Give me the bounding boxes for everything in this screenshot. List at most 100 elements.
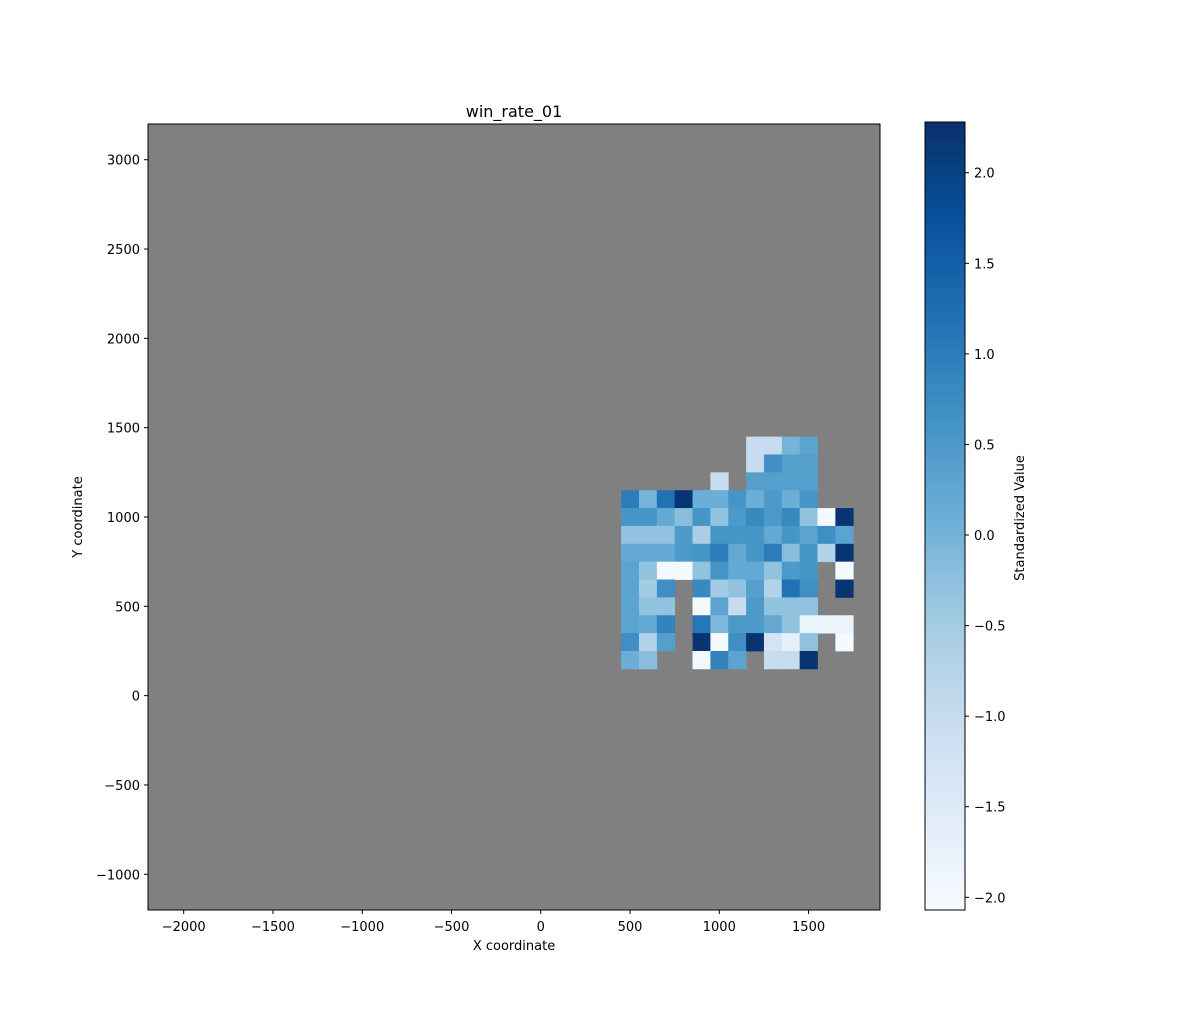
heatmap-cell [710,597,729,616]
heatmap-cell [781,436,801,455]
heatmap-cell [638,525,658,545]
heatmap-cell [656,579,676,598]
heatmap-cell [728,597,747,616]
heatmap-cell [728,543,747,563]
y-tick-label: −500 [104,779,140,794]
heatmap-cell [728,508,747,527]
y-tick-label: 3000 [107,154,140,169]
heatmap-cell [674,508,693,527]
heatmap-cell [621,561,640,580]
heatmap-cell [710,525,729,545]
heatmap-cell [746,472,765,491]
heatmap-cell [656,508,676,527]
heatmap-cell [799,490,818,509]
heatmap-cell [621,650,640,670]
heatmap-cell [656,490,676,509]
heatmap-cell [656,615,676,634]
colorbar-tick-label: −1.5 [974,801,1006,816]
heatmap-cell [746,561,765,580]
colorbar-tick-label: 0.5 [974,438,995,453]
heatmap-cell [692,579,711,598]
heatmap-cell [746,436,765,455]
heatmap-cell [728,615,747,634]
heatmap-cell [781,472,801,491]
heatmap-cell [638,490,658,509]
heatmap-cell [799,597,818,616]
heatmap-cell [692,597,711,616]
heatmap-cell [710,615,729,634]
heatmap-cell [692,508,711,527]
heatmap-cell [781,615,801,634]
y-tick-label: 500 [115,600,140,615]
heatmap-cell [799,525,818,545]
heatmap-cell [674,561,693,580]
heatmap-cell [799,454,818,473]
heatmap-cell [835,633,854,652]
heatmap-cell [763,508,783,527]
x-tick-label: 1000 [703,920,736,935]
x-axis-label: X coordinate [473,939,555,954]
heatmap-cell [781,543,801,563]
heatmap-cell [746,579,765,598]
chart-title: win_rate_01 [466,102,563,122]
heatmap-cell [710,472,729,491]
heatmap-cell [781,633,801,652]
heatmap-cell [710,650,729,670]
heatmap-cell [638,633,658,652]
heatmap-cell [746,525,765,545]
colorbar-tick-label: −1.0 [974,710,1006,725]
heatmap-cell [799,508,818,527]
heatmap-cell [692,561,711,580]
heatmap-cells [621,436,854,670]
heatmap-cell [692,650,711,670]
heatmap-cell [638,579,658,598]
heatmap-cell [799,650,818,670]
heatmap-cell [692,490,711,509]
heatmap-cell [674,525,693,545]
heatmap-cell [835,561,854,580]
heatmap-cell [710,633,729,652]
heatmap-cell [799,436,818,455]
x-tick-label: −2000 [162,920,206,935]
heatmap-cell [799,579,818,598]
colorbar-ticks: −2.0 −1.5 −1.0 −0.5 0.0 0.5 1.0 1.5 2.0 [965,167,1006,906]
heatmap-cell [763,597,783,616]
y-tick-label: 2500 [107,243,140,258]
heatmap-cell [781,650,801,670]
heatmap-cell [710,543,729,563]
colorbar-tick-label: 1.0 [974,348,995,363]
heatmap-cell [763,579,783,598]
heatmap-cell [763,490,783,509]
heatmap-cell [781,508,801,527]
y-tick-label: 1500 [107,422,140,437]
heatmap-cell [763,561,783,580]
heatmap-cell [763,436,783,455]
heatmap-cell [621,490,640,509]
heatmap-cell [728,650,747,670]
y-tick-label: 2000 [107,332,140,347]
x-tick-label: −1000 [340,920,384,935]
heatmap-cell [656,633,676,652]
heatmap-cell [710,561,729,580]
heatmap-cell [781,597,801,616]
heatmap-cell [746,490,765,509]
heatmap-cell [781,561,801,580]
heatmap-cell [638,615,658,634]
x-tick-label: 1500 [792,920,825,935]
heatmap-cell [692,633,711,652]
heatmap-cell [621,615,640,634]
heatmap-cell [638,561,658,580]
heatmap-cell [621,508,640,527]
colorbar-tick-label: 0.0 [974,529,995,544]
heatmap-cell [763,615,783,634]
heatmap-cell [746,633,765,652]
heatmap-cell [728,525,747,545]
colorbar-tick-label: 2.0 [974,167,995,182]
heatmap-cell [835,615,854,634]
heatmap-cell [746,597,765,616]
heatmap-cell [763,650,783,670]
heatmap-cell [817,525,836,545]
colorbar-tick-label: −2.0 [974,891,1006,906]
heatmap-cell [674,543,693,563]
